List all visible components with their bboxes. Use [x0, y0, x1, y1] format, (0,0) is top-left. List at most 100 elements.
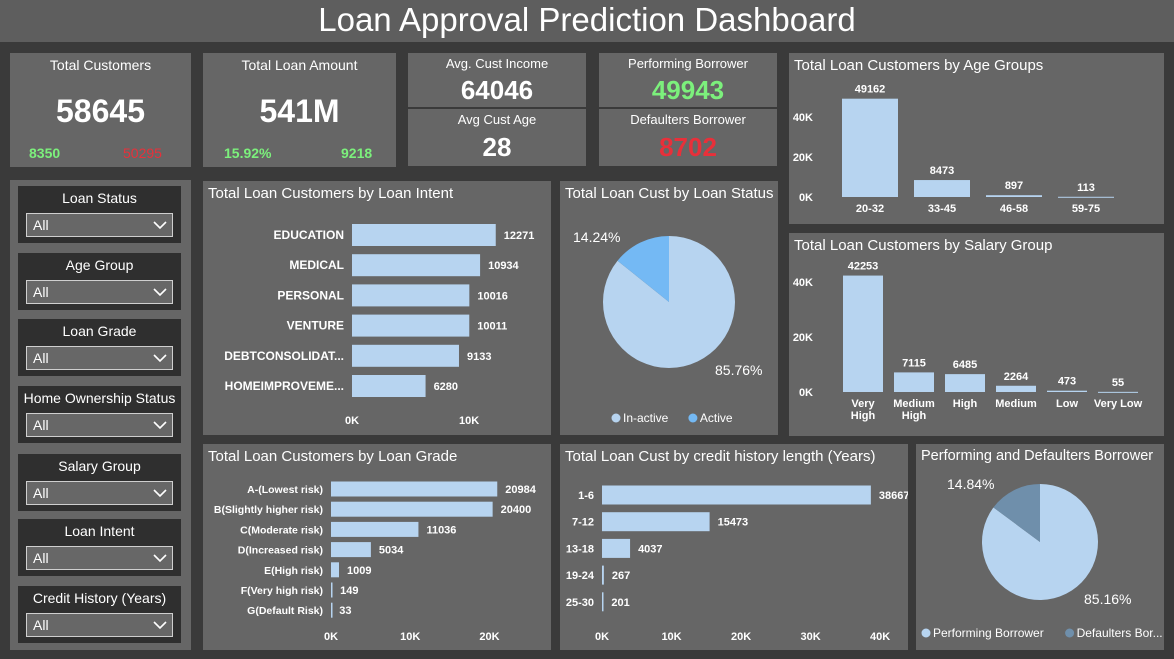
chart-card-loan-grade: Total Loan Customers by Loan Grade A-(Lo… [203, 444, 551, 650]
bar[interactable] [352, 344, 459, 367]
data-label: 10016 [477, 290, 508, 302]
filter-dropdown[interactable]: All [26, 413, 173, 437]
chart-card-age-groups: Total Loan Customers by Age Groups 0K 20K… [789, 53, 1164, 224]
data-label: 10011 [477, 321, 507, 333]
bar[interactable] [352, 284, 470, 307]
data-label: 20984 [505, 484, 536, 496]
bar[interactable] [843, 275, 883, 392]
data-label: 10934 [488, 260, 519, 272]
category-label: E(High risk) [264, 565, 323, 577]
chart-title: Performing and Defaulters Borrower [921, 448, 1154, 464]
data-label: 5034 [379, 545, 404, 557]
data-label: 33 [339, 605, 351, 617]
category-label: D(Increased risk) [238, 545, 323, 557]
bar[interactable] [602, 592, 604, 612]
chart-title: Total Loan Cust by credit history length… [565, 448, 876, 465]
slice-value-label: 85.16% [1084, 591, 1131, 607]
bar[interactable] [331, 542, 371, 558]
chevron-down-icon [153, 489, 167, 498]
legend-label: Active [700, 411, 733, 425]
data-label: 9133 [467, 351, 491, 363]
category-label: G(Default Risk) [247, 605, 323, 617]
bar[interactable] [945, 374, 985, 392]
bar[interactable] [1047, 390, 1087, 392]
chart-title: Total Loan Customers by Loan Grade [208, 448, 458, 465]
kpi-sub-right: 9218 [341, 145, 373, 161]
bar[interactable] [331, 582, 333, 598]
data-label: 6485 [953, 359, 977, 371]
bar[interactable] [602, 485, 871, 505]
filter-label: Loan Grade [62, 323, 137, 339]
x-tick-label: 10K [661, 631, 681, 643]
kpi-label: Avg Cust Age [457, 112, 537, 127]
y-tick-label: 20K [793, 152, 813, 164]
category-label: DEBTCONSOLIDAT... [224, 349, 344, 363]
data-label: 55 [1112, 377, 1124, 389]
filter-dropdown[interactable]: All [26, 213, 173, 237]
kpi-total-loan-amount: Total Loan Amount 541M 15.92% 9218 [203, 53, 396, 167]
x-tick-label: 0K [595, 631, 609, 643]
bar[interactable] [602, 538, 631, 558]
bar[interactable] [914, 180, 970, 197]
bar[interactable] [331, 602, 333, 618]
filter-home-ownership-status: Home Ownership Status All [18, 386, 181, 443]
data-label: 201 [611, 597, 629, 609]
x-tick-label: 10K [459, 415, 479, 427]
filter-selected-value: All [33, 417, 49, 433]
filter-dropdown[interactable]: All [26, 481, 173, 505]
bar[interactable] [331, 562, 339, 578]
category-label: 13-18 [566, 543, 594, 555]
category-label: High [851, 410, 876, 422]
salary-group-chart: 0K20K40K42253VeryHigh7115MediumHigh6485H… [793, 261, 1143, 422]
filter-dropdown[interactable]: All [26, 546, 173, 570]
bar[interactable] [1098, 391, 1138, 393]
bar[interactable] [842, 98, 898, 197]
category-label: Very [851, 398, 875, 410]
bar[interactable] [352, 375, 426, 397]
bar[interactable] [352, 314, 470, 337]
category-label: Low [1056, 398, 1078, 410]
bar[interactable] [1058, 196, 1114, 198]
slice-value-label: 14.24% [573, 229, 620, 245]
bar[interactable] [602, 565, 604, 585]
bar[interactable] [352, 224, 496, 246]
chart-title: Total Loan Cust by Loan Status [565, 185, 774, 202]
category-label: A-(Lowest risk) [247, 484, 323, 496]
bar[interactable] [894, 372, 934, 392]
chart-card-loan-status: Total Loan Cust by Loan Status 85.76% 14.… [560, 181, 778, 435]
bar[interactable] [602, 512, 710, 532]
filter-age-group: Age Group All [18, 253, 181, 310]
chart-card-salary-group: Total Loan Customers by Salary Group 0K 2… [789, 233, 1164, 436]
loan-intent-chart: EDUCATION 12271 MEDICAL 10934 PERSONAL 10016 V… [224, 224, 535, 427]
bar[interactable] [352, 254, 481, 277]
category-label: HOMEIMPROVEME... [225, 379, 344, 393]
bar[interactable] [331, 481, 498, 497]
category-label: Medium [893, 398, 935, 410]
category-label: 46-58 [1000, 203, 1028, 215]
category-label: C(Moderate risk) [240, 524, 323, 536]
category-label: 20-32 [856, 203, 884, 215]
bar[interactable] [986, 195, 1042, 197]
bar[interactable] [331, 501, 493, 517]
kpi-sub-right: 50295 [123, 145, 162, 161]
page-title: Loan Approval Prediction Dashboard [0, 0, 1174, 42]
filter-dropdown[interactable]: All [26, 346, 173, 370]
category-label: VENTURE [287, 319, 344, 333]
data-label: 2264 [1004, 371, 1029, 383]
legend-marker [921, 628, 931, 638]
x-tick-label: 10K [400, 631, 420, 643]
chevron-down-icon [153, 288, 167, 297]
filter-dropdown[interactable]: All [26, 613, 173, 637]
filter-salary-group: Salary Group All [18, 454, 181, 511]
pie-slice[interactable] [617, 236, 669, 302]
filter-dropdown[interactable]: All [26, 280, 173, 304]
pie-slice[interactable] [993, 484, 1040, 542]
y-tick-label: 0K [799, 192, 813, 204]
kpi-value: 28 [482, 132, 512, 162]
bar[interactable] [331, 521, 419, 537]
kpi-total-customers: Total Customers 58645 8350 50295 [10, 53, 191, 167]
data-label: 6280 [434, 381, 458, 393]
bar[interactable] [996, 385, 1036, 392]
category-label: High [953, 398, 978, 410]
data-label: 12271 [504, 230, 535, 242]
